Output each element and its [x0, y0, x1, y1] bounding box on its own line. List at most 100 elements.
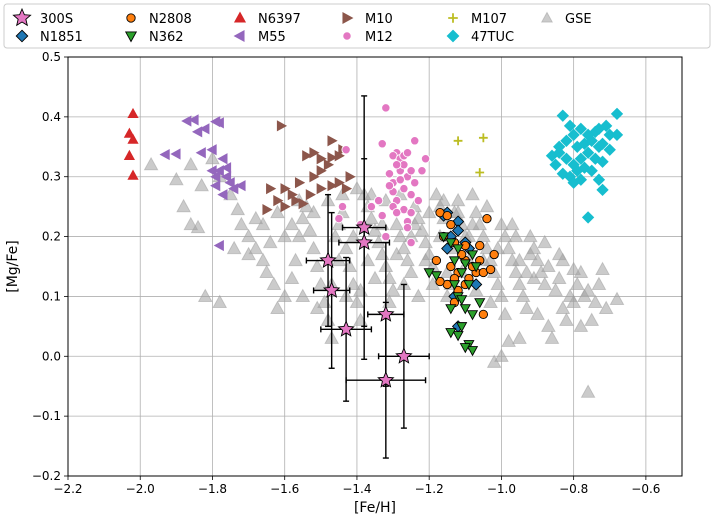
m10-point — [273, 195, 284, 207]
47tuc-point — [574, 173, 588, 186]
300s-point — [377, 371, 395, 388]
m55-point — [192, 126, 203, 138]
gse-point — [501, 333, 516, 347]
legend-label: M10 — [365, 12, 393, 27]
legend-item-n362: N362 — [124, 30, 184, 45]
x-tick-label: −1.2 — [415, 482, 444, 496]
cluster-series — [123, 103, 624, 357]
gse-point — [168, 171, 184, 186]
legend-marker — [233, 11, 247, 23]
gse-point — [522, 246, 538, 261]
m55-point — [235, 180, 246, 192]
m107-point — [453, 136, 463, 146]
n362-point — [459, 304, 471, 315]
y-axis-label: [Mg/Fe] — [5, 240, 21, 293]
47tuc-point — [560, 152, 573, 165]
legend-label: M107 — [471, 12, 507, 27]
gse-point — [183, 156, 199, 171]
legend-label: M55 — [258, 30, 286, 45]
gse-point — [205, 150, 220, 165]
legend-label: M12 — [365, 30, 393, 45]
gse-point — [234, 216, 249, 231]
legend-item-n1851: N1851 — [15, 29, 83, 45]
legend-label: N6397 — [258, 12, 301, 27]
gse-point — [259, 264, 275, 279]
300s-point — [355, 233, 373, 250]
300s-point — [322, 281, 341, 298]
gse-point — [143, 156, 159, 171]
legend-label: N362 — [149, 30, 184, 45]
legend-item-m10: M10 — [342, 11, 393, 27]
gse-point — [284, 216, 300, 231]
m12-point — [384, 181, 395, 191]
gse-point — [580, 282, 596, 296]
gse-point — [288, 252, 303, 267]
47tuc-point — [585, 164, 598, 177]
gse-point — [569, 276, 585, 291]
gse-point — [580, 384, 596, 398]
n2808-point — [475, 240, 485, 251]
300s-point — [337, 320, 355, 337]
47tuc-point — [556, 109, 569, 122]
gse-point — [306, 204, 321, 219]
m12-point — [337, 201, 348, 212]
gse-point — [371, 234, 386, 249]
gse-point — [295, 210, 311, 225]
gse-point — [555, 300, 571, 314]
m12-point — [420, 154, 431, 164]
m10-point — [266, 183, 277, 195]
gse-point — [541, 258, 556, 273]
m10-point — [316, 153, 327, 165]
y-tick-label: 0.0 — [42, 349, 61, 363]
gse-point — [508, 264, 524, 279]
y-tick-label: 0.3 — [42, 170, 61, 184]
47tuc-point — [581, 211, 595, 224]
m55-point — [220, 162, 232, 174]
gse-point — [551, 270, 567, 285]
x-tick-label: −1.4 — [342, 482, 371, 496]
gse-point — [410, 288, 426, 302]
legend-marker — [342, 31, 352, 41]
300s-point — [319, 251, 337, 268]
gse-point — [512, 330, 527, 344]
plot-frame — [67, 56, 683, 477]
47tuc-point — [589, 152, 602, 165]
47tuc-point — [549, 158, 562, 171]
legend-label: 300S — [40, 12, 73, 27]
n362-point — [459, 259, 471, 270]
gse-point — [403, 264, 419, 279]
n6397-point — [127, 133, 139, 144]
gse-point — [367, 270, 383, 285]
gse-point — [519, 300, 535, 314]
47tuc-point — [574, 152, 588, 165]
m55-point — [195, 147, 206, 159]
m55-point — [206, 144, 217, 156]
gse-point — [284, 270, 300, 285]
m10-point — [334, 177, 345, 189]
n362-point — [466, 346, 479, 357]
m55-point — [217, 153, 228, 165]
legend-item-300s: 300S — [12, 7, 73, 27]
n362-point — [456, 268, 468, 279]
legend-item-n2808: N2808 — [126, 12, 192, 27]
gse-point — [349, 294, 365, 308]
legend-marker — [15, 29, 29, 43]
x-tick-label: −0.6 — [631, 482, 660, 496]
gse-point — [331, 252, 347, 267]
gse-point — [306, 240, 321, 255]
n2808-point — [435, 276, 445, 287]
legend-label: N2808 — [149, 12, 192, 27]
n362-point — [456, 322, 468, 333]
m12-point — [377, 210, 387, 221]
m55-point — [159, 148, 170, 161]
47tuc-point — [610, 128, 624, 141]
gse-point — [212, 294, 228, 308]
gse-point — [349, 180, 365, 195]
n2808-point — [482, 213, 492, 224]
n6397-point — [123, 149, 136, 160]
legend-marker — [446, 29, 460, 43]
47tuc-point — [596, 137, 609, 150]
m10-point — [280, 183, 291, 195]
